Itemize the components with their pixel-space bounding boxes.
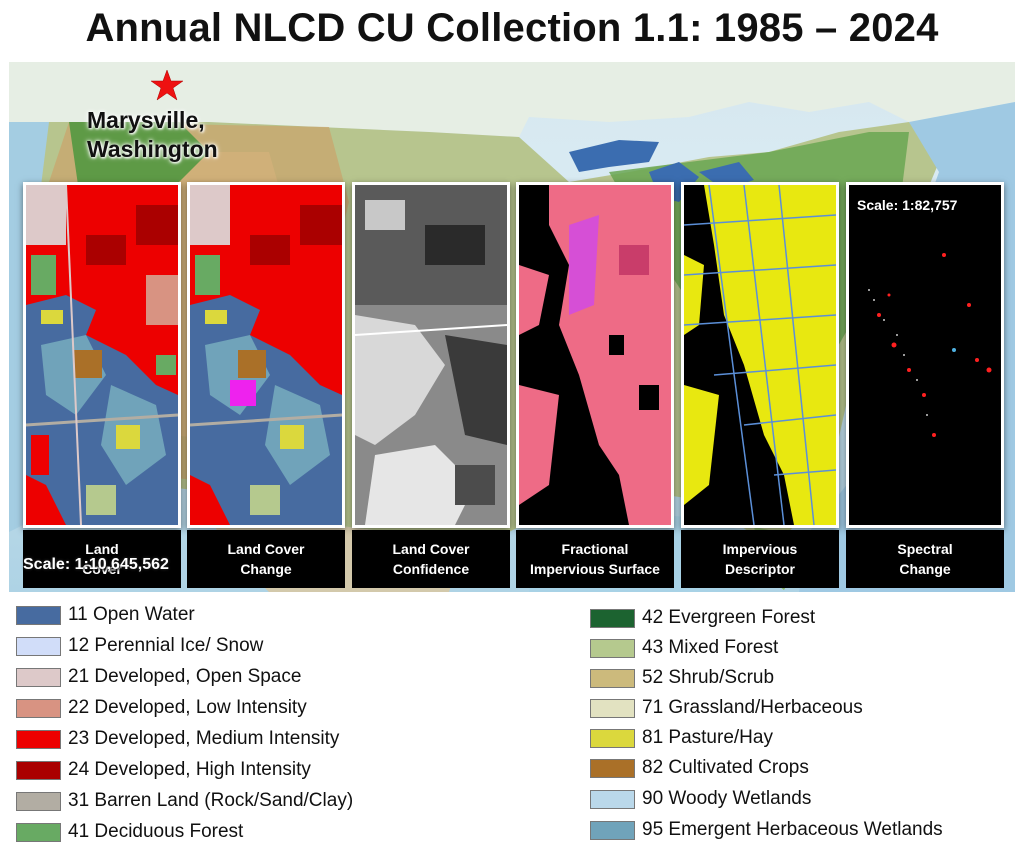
legend-label: 52 Shrub/Scrub — [642, 667, 775, 688]
legend-swatch — [590, 668, 635, 688]
legend-label: 24 Developed, High Intensity — [68, 759, 311, 780]
panel-spectral-change[interactable]: Scale: 1:82,757 — [846, 182, 1004, 528]
legend-swatch — [590, 698, 635, 718]
caption-spectral-change-text: Spectral Change — [897, 541, 953, 577]
panel-fractional-impervious[interactable] — [516, 182, 674, 528]
legend-item: 21 Developed, Open Space — [16, 664, 301, 690]
legend-item: 24 Developed, High Intensity — [16, 757, 311, 783]
legend-label: 22 Developed, Low Intensity — [68, 697, 307, 718]
legend-swatch — [16, 667, 61, 687]
location-label-city: Marysville, — [87, 107, 205, 133]
caption-land-cover-change: Land Cover Change — [187, 530, 345, 588]
legend-swatch — [16, 760, 61, 780]
legend-item: 12 Perennial Ice/ Snow — [16, 633, 263, 659]
legend-label: 21 Developed, Open Space — [68, 666, 302, 687]
legend-item: 31 Barren Land (Rock/Sand/Clay) — [16, 788, 353, 814]
panel-land-cover-change[interactable] — [187, 182, 345, 528]
inset-scale-label: Scale: 1:82,757 — [857, 197, 958, 213]
caption-land-cover-confidence: Land Cover Confidence — [352, 530, 510, 588]
legend-label: 90 Woody Wetlands — [642, 788, 812, 809]
legend-label: 42 Evergreen Forest — [642, 607, 816, 628]
location-label-state: Washington — [87, 136, 218, 162]
legend-label: 31 Barren Land (Rock/Sand/Clay) — [68, 790, 354, 811]
legend-swatch — [16, 729, 61, 749]
legend-item: 22 Developed, Low Intensity — [16, 695, 307, 721]
legend-label: 11 Open Water — [68, 604, 195, 625]
legend-item: 42 Evergreen Forest — [590, 605, 815, 631]
legend-swatch — [590, 758, 635, 778]
legend-swatch — [590, 638, 635, 658]
legend-swatch — [16, 636, 61, 656]
legend-item: 95 Emergent Herbaceous Wetlands — [590, 817, 943, 843]
legend-label: 23 Developed, Medium Intensity — [68, 728, 340, 749]
map-scale-label: Scale: 1:10,645,562 — [23, 556, 169, 573]
caption-land-cover-change-text: Land Cover Change — [227, 541, 305, 577]
caption-fractional-impervious: Fractional Impervious Surface — [516, 530, 674, 588]
legend-item: 52 Shrub/Scrub — [590, 665, 774, 691]
panel-impervious-descriptor[interactable] — [681, 182, 839, 528]
caption-impervious-descriptor-text: Impervious Descriptor — [722, 541, 798, 577]
caption-impervious-descriptor: Impervious Descriptor — [681, 530, 839, 588]
legend-label: 41 Deciduous Forest — [68, 821, 244, 842]
legend-label: 95 Emergent Herbaceous Wetlands — [642, 819, 943, 840]
panel-land-cover[interactable] — [23, 182, 181, 528]
caption-land-cover: Land Cover — [23, 530, 181, 588]
legend-swatch — [590, 608, 635, 628]
legend-swatch — [590, 728, 635, 748]
legend-item: 11 Open Water — [16, 602, 195, 628]
caption-land-cover-text: Land Cover — [82, 541, 122, 577]
legend-swatch — [16, 791, 61, 811]
legend-item: 90 Woody Wetlands — [590, 786, 811, 812]
star-icon[interactable] — [150, 68, 184, 102]
legend-label: 12 Perennial Ice/ Snow — [68, 635, 264, 656]
caption-fractional-impervious-text: Fractional Impervious Surface — [530, 541, 660, 577]
legend-label: 81 Pasture/Hay — [642, 727, 773, 748]
legend-label: 71 Grassland/Herbaceous — [642, 697, 863, 718]
legend-item: 81 Pasture/Hay — [590, 725, 773, 751]
legend-swatch — [590, 820, 635, 840]
legend-item: 71 Grassland/Herbaceous — [590, 695, 863, 721]
legend-label: 43 Mixed Forest — [642, 637, 779, 658]
legend-swatch — [590, 789, 635, 809]
legend-swatch — [16, 698, 61, 718]
legend-label: 82 Cultivated Crops — [642, 757, 809, 778]
overview-map[interactable]: Marysville, Washington Land Cover — [9, 62, 1015, 592]
legend-swatch — [16, 822, 61, 842]
map-title: Annual NLCD CU Collection 1.1: 1985 – 20… — [85, 6, 939, 50]
caption-land-cover-confidence-text: Land Cover Confidence — [392, 541, 470, 577]
panel-land-cover-confidence[interactable] — [352, 182, 510, 528]
legend-item: 43 Mixed Forest — [590, 635, 778, 661]
legend-item: 23 Developed, Medium Intensity — [16, 726, 339, 752]
legend-item: 82 Cultivated Crops — [590, 755, 809, 781]
caption-spectral-change: Spectral Change — [846, 530, 1004, 588]
legend-swatch — [16, 605, 61, 625]
location-label: Marysville, Washington — [87, 106, 218, 164]
legend-item: 41 Deciduous Forest — [16, 819, 243, 845]
